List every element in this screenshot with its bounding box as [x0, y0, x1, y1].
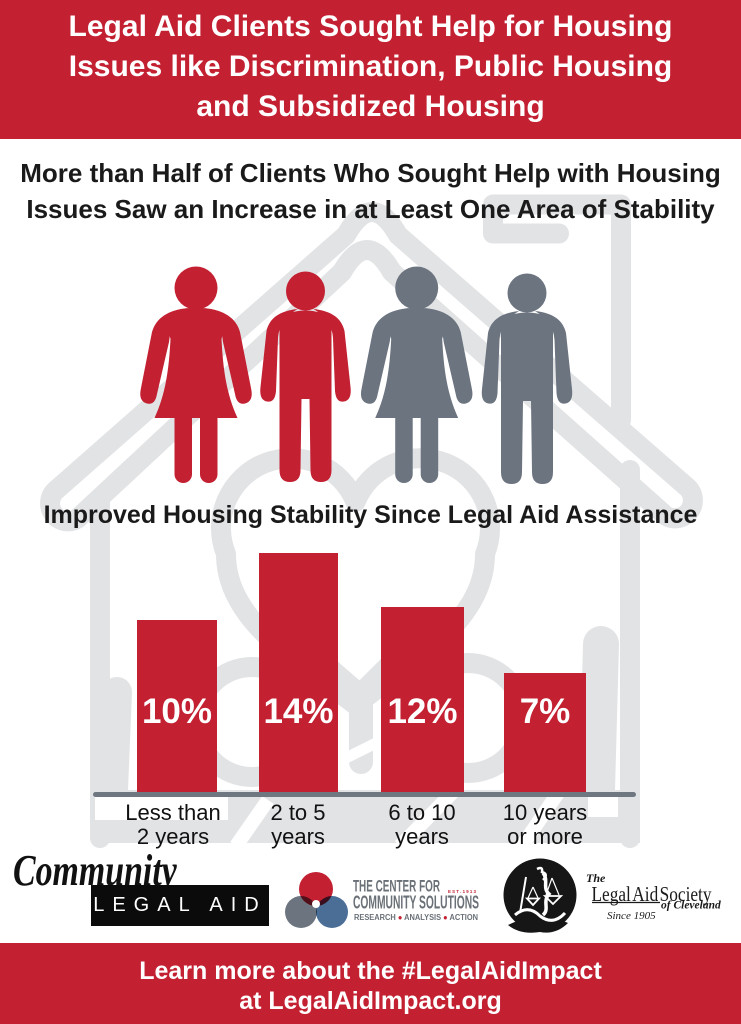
svg-text:RESEARCH ● ANALYSIS ● ACTION: RESEARCH ● ANALYSIS ● ACTION — [354, 913, 478, 922]
svg-text:of Cleveland: of Cleveland — [661, 900, 721, 912]
svg-text:COMMUNITY SOLUTIONS: COMMUNITY SOLUTIONS — [353, 893, 479, 913]
svg-text:THE CENTER FOR: THE CENTER FOR — [353, 877, 440, 896]
svg-text:Since 1905: Since 1905 — [607, 910, 656, 922]
svg-text:The: The — [586, 871, 606, 885]
svg-text:E S T . 1 9 1 3: E S T . 1 9 1 3 — [448, 889, 476, 894]
